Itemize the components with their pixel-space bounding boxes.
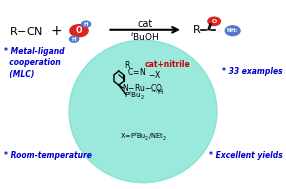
Text: H: H — [84, 22, 88, 27]
Ellipse shape — [69, 40, 217, 183]
Text: O: O — [76, 26, 82, 35]
Text: * Metal-ligand
  cooperation
  (MLC): * Metal-ligand cooperation (MLC) — [3, 47, 64, 79]
Text: $-$X: $-$X — [148, 69, 162, 80]
Text: R: R — [125, 61, 130, 70]
Text: * Room-temperature: * Room-temperature — [3, 151, 92, 160]
Text: C$\!=\!$N: C$\!=\!$N — [127, 66, 146, 77]
Circle shape — [82, 21, 91, 27]
Text: X=P$^t$Bu$_2$/NEt$_2$: X=P$^t$Bu$_2$/NEt$_2$ — [120, 131, 166, 143]
Text: $^t$BuOH: $^t$BuOH — [130, 30, 160, 43]
Text: * Excellent yields: * Excellent yields — [209, 151, 283, 160]
Text: +: + — [50, 24, 62, 38]
Text: NH$_2$: NH$_2$ — [226, 26, 239, 35]
Text: H: H — [72, 37, 76, 42]
Circle shape — [208, 17, 221, 26]
Circle shape — [70, 25, 88, 37]
Text: * 33 examples: * 33 examples — [222, 67, 283, 76]
Text: cat: cat — [138, 19, 153, 29]
Circle shape — [69, 36, 79, 42]
Text: $\cdots$H: $\cdots$H — [150, 87, 163, 96]
Text: cat+nitrile: cat+nitrile — [144, 60, 190, 69]
Circle shape — [225, 26, 240, 36]
Text: P$^t$Bu$_2$: P$^t$Bu$_2$ — [124, 90, 145, 102]
Text: R: R — [193, 25, 201, 35]
Text: R$-$CN: R$-$CN — [9, 25, 43, 37]
Text: N$-$Ru$-$CO: N$-$Ru$-$CO — [122, 82, 164, 93]
Text: O: O — [212, 19, 217, 24]
